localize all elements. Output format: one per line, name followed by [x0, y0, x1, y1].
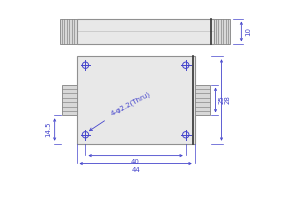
Bar [60, 19, 76, 44]
Text: 14.5: 14.5 [46, 122, 52, 137]
Bar [76, 56, 195, 144]
Text: 28: 28 [225, 96, 231, 104]
Text: 10: 10 [245, 27, 251, 36]
Bar [214, 19, 230, 44]
Text: 4-φ2.2(Thru): 4-φ2.2(Thru) [89, 90, 152, 131]
Bar [76, 19, 214, 44]
Text: 40: 40 [131, 159, 140, 165]
Bar [61, 85, 76, 115]
Text: 44: 44 [131, 167, 140, 173]
Text: 25: 25 [219, 96, 225, 104]
Bar [195, 85, 210, 115]
